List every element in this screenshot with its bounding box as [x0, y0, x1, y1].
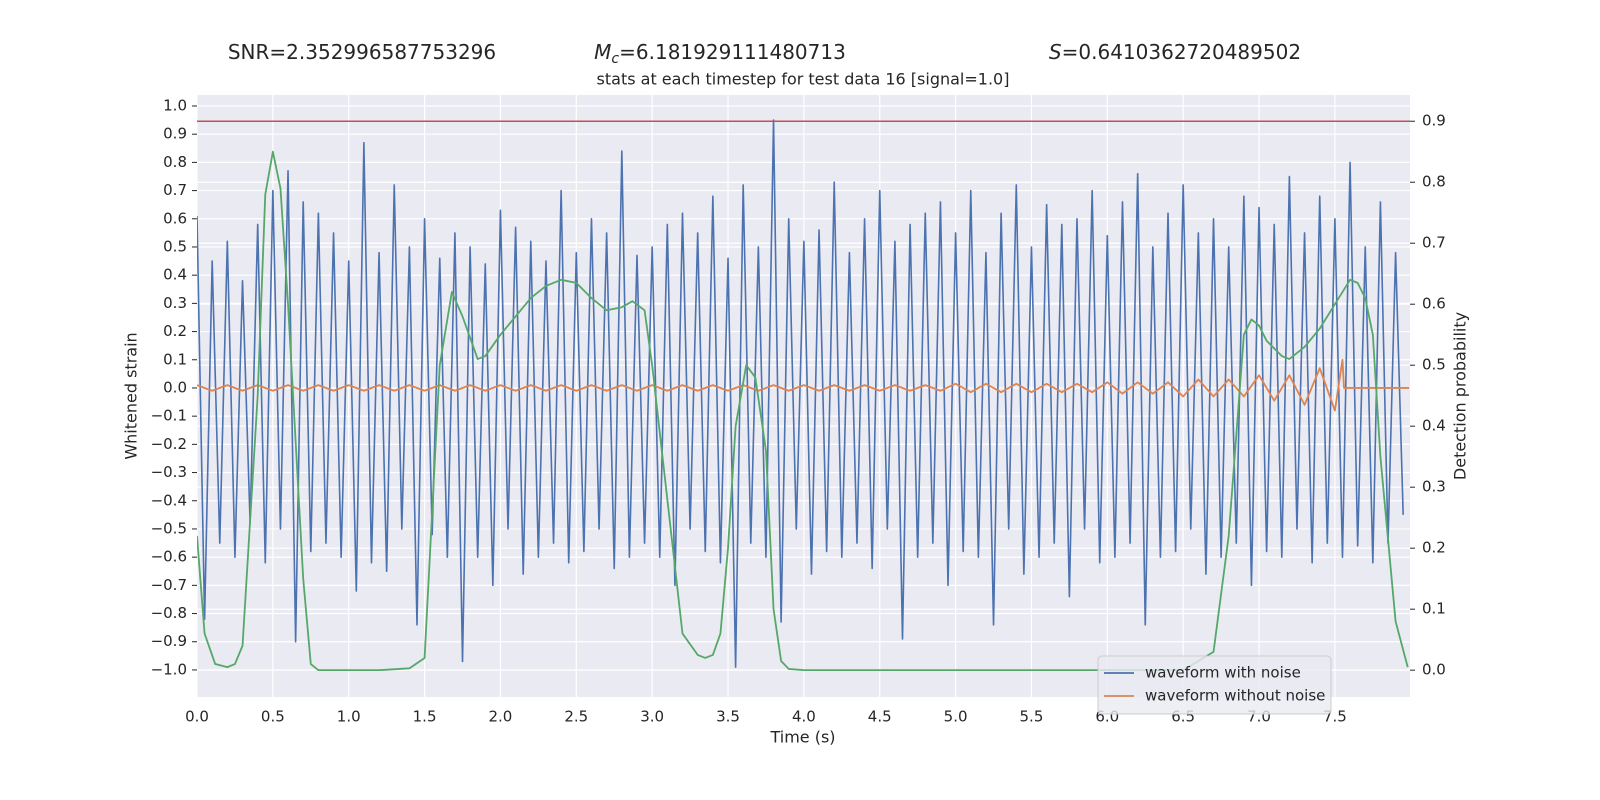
annotation-text: =6.181929111480713 [619, 40, 846, 64]
y-tick-label: 0.4 [163, 266, 187, 284]
y-tick-label: −0.8 [151, 604, 187, 622]
series-line [197, 119, 1404, 668]
y-axis-label: Whitened strain [122, 332, 141, 459]
y-tick-label: 1.0 [163, 96, 187, 114]
annotation: S=0.6410362720489502 [1049, 40, 1301, 64]
annotation-symbol: M [594, 40, 611, 64]
x-tick-label: 1.0 [337, 708, 361, 726]
x-tick-label: 4.5 [868, 708, 892, 726]
series-line [197, 150, 1409, 672]
y2-tick-label: 0.9 [1422, 112, 1446, 130]
plot-lines [197, 119, 1410, 672]
x-tick-label: 3.5 [716, 708, 740, 726]
y-tick-label: 0.0 [163, 378, 187, 396]
y-tick-label: −0.9 [151, 632, 187, 650]
y-tick-label: 0.8 [163, 153, 187, 171]
x-tick-label: 1.5 [413, 708, 437, 726]
y2-tick-label: 0.8 [1422, 173, 1446, 191]
x-tick-label: 4.0 [792, 708, 816, 726]
y2-tick-label: 0.0 [1422, 661, 1446, 679]
y-tick-label: 0.5 [163, 237, 187, 255]
y-tick-label: −0.1 [151, 407, 187, 425]
chart-title: stats at each timestep for test data 16 … [597, 70, 1010, 89]
grid [196, 95, 1410, 697]
legend-label: waveform with noise [1145, 664, 1301, 682]
y-tick-label: 0.2 [163, 322, 187, 340]
y2-tick-label: 0.5 [1422, 356, 1446, 374]
x-tick-label: 2.0 [489, 708, 513, 726]
legend: waveform with noise waveform without nois… [1097, 655, 1332, 715]
y2-axis-label: Detection probability [1451, 312, 1470, 480]
y-tick-label: −0.6 [151, 548, 187, 566]
annotation-symbol: S [1049, 40, 1062, 64]
annotation-text: =0.6410362720489502 [1062, 40, 1301, 64]
series-line [197, 358, 1410, 412]
y2-tick-label: 0.1 [1422, 600, 1446, 618]
annotation: Mc=6.181929111480713 [594, 40, 846, 68]
y-tick-label: 0.6 [163, 209, 187, 227]
y-tick-label: 0.7 [163, 181, 187, 199]
legend-box [1097, 655, 1332, 715]
y2-tick-label: 0.4 [1422, 417, 1446, 435]
y-tick-label: 0.9 [163, 125, 187, 143]
x-axis-label: Time (s) [769, 728, 835, 747]
x-tick-label: 2.5 [564, 708, 588, 726]
x-tick-label: 5.0 [944, 708, 968, 726]
y-tick-label: −0.5 [151, 519, 187, 537]
y2-tick-label: 0.7 [1422, 234, 1446, 252]
annotation: SNR=2.352996587753296 [228, 40, 496, 64]
y-tick-label: −0.7 [151, 576, 187, 594]
y-tick-label: 0.1 [163, 350, 187, 368]
x-tick-label: 0.0 [185, 708, 209, 726]
y2-tick-label: 0.3 [1422, 478, 1446, 496]
y-tick-label: 0.3 [163, 294, 187, 312]
y2-tick-label: 0.2 [1422, 539, 1446, 557]
x-tick-label: 3.0 [640, 708, 664, 726]
y-tick-label: −0.3 [151, 463, 187, 481]
y-tick-label: −1.0 [151, 660, 187, 678]
x-tick-label: 5.5 [1020, 708, 1044, 726]
legend-label: waveform without noise [1145, 687, 1325, 705]
x-tick-label: 0.5 [261, 708, 285, 726]
y2-tick-label: 0.6 [1422, 295, 1446, 313]
y-tick-label: −0.2 [151, 435, 187, 453]
annotation-text: SNR=2.352996587753296 [228, 40, 496, 64]
annotation-subscript: c [611, 51, 619, 67]
y-tick-label: −0.4 [151, 491, 187, 509]
